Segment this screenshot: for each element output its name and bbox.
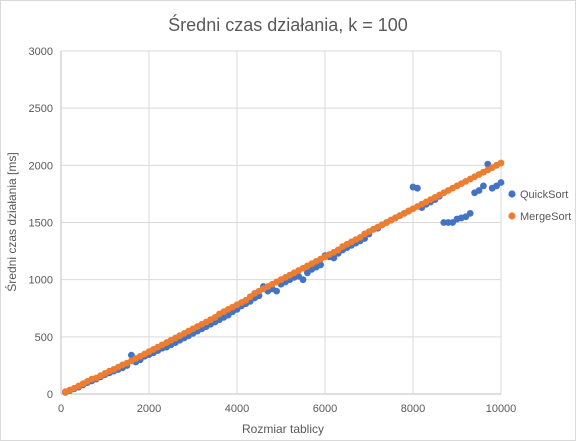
y-tick-label: 2500 xyxy=(29,103,53,115)
data-point-quicksort: QuickSort: (9300, 1580) xyxy=(466,209,474,217)
data-point-mergesort: MergeSort: (10000, 2020) xyxy=(497,159,505,167)
legend-marker-quicksort xyxy=(508,190,516,198)
x-tick-label: 2000 xyxy=(137,403,161,415)
y-tick-label: 1000 xyxy=(29,275,53,287)
legend-marker-mergesort xyxy=(508,212,516,220)
y-tick-label: 2000 xyxy=(29,160,53,172)
x-tick-label: 0 xyxy=(58,403,64,415)
data-point-quicksort: QuickSort: (9600, 1820) xyxy=(480,182,487,190)
legend-label-quicksort: QuickSort xyxy=(520,189,568,201)
x-tick-label: 6000 xyxy=(313,403,337,415)
data-points: QuickSort: (100, 15)QuickSort: (200, 30)… xyxy=(62,159,505,396)
tick-labels: 0 500 1000 1500 2000 2500 3000 0 2000 4000 6000 800… xyxy=(29,46,517,415)
data-point-quicksort: QuickSort: (4900, 900) xyxy=(273,287,280,295)
chart-title: Średni czas działania, k = 100 xyxy=(168,14,408,35)
data-point-quicksort: QuickSort: (5500, 1000) xyxy=(299,276,307,284)
data-point-quicksort: QuickSort: (9500, 1780) xyxy=(475,187,483,194)
x-tick-label: 4000 xyxy=(225,403,249,415)
legend-label-mergesort: MergeSort xyxy=(520,211,571,223)
y-tick-label: 500 xyxy=(35,332,53,344)
y-axis-title: Średni czas działania [ms] xyxy=(4,152,19,291)
axes xyxy=(60,51,501,395)
x-axis-title: Rozmiar tablicy xyxy=(242,422,324,436)
gridlines xyxy=(61,50,502,394)
y-tick-label: 1500 xyxy=(29,218,53,230)
x-tick-label: 10000 xyxy=(486,403,517,415)
data-point-quicksort: QuickSort: (10000, 1850) xyxy=(497,179,505,186)
data-point-quicksort: QuickSort: (8100, 1800) xyxy=(414,184,421,192)
y-tick-label: 3000 xyxy=(29,46,53,58)
y-tick-label: 0 xyxy=(47,389,53,401)
series-mergesort: MergeSort: (100, 20)MergeSort: (200, 35)… xyxy=(62,159,505,396)
x-tick-label: 8000 xyxy=(401,403,425,415)
legend: QuickSort MergeSort xyxy=(508,189,571,223)
